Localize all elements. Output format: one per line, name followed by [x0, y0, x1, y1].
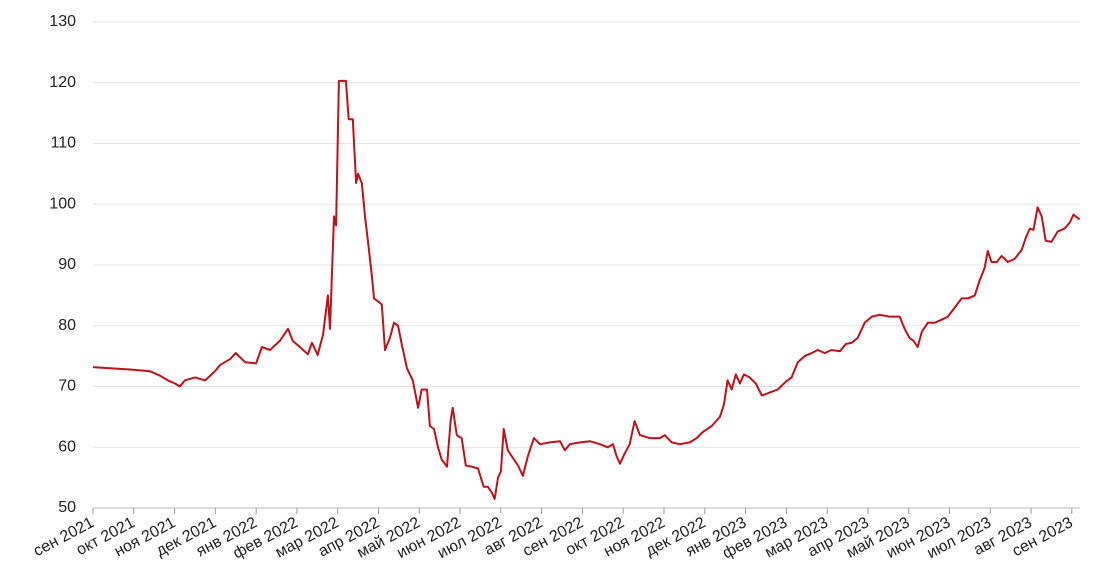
y-tick-label: 80 [58, 317, 76, 334]
y-tick-label: 50 [58, 499, 76, 516]
y-tick-label: 70 [58, 378, 76, 395]
y-tick-label: 110 [50, 135, 76, 152]
y-tick-label: 90 [58, 256, 76, 273]
y-tick-label: 130 [49, 13, 76, 30]
y-tick-label: 100 [49, 195, 76, 212]
line-series [92, 79, 1081, 500]
y-tick-label: 120 [49, 74, 76, 91]
y-tick-label: 60 [58, 438, 76, 455]
